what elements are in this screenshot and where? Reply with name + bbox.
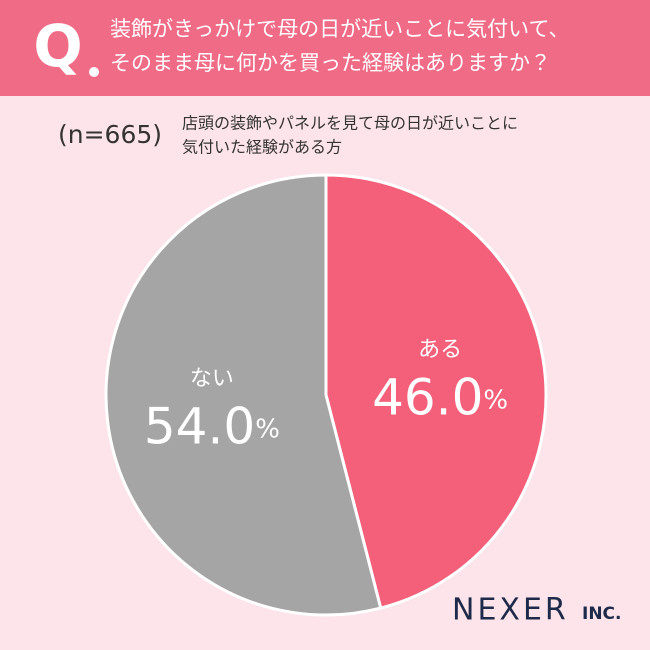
pie-slice bbox=[324, 173, 548, 610]
value-label: 46.0% bbox=[372, 368, 508, 426]
header-band bbox=[0, 0, 650, 96]
question-line: そのまま母に何かを買った経験はありますか？ bbox=[110, 51, 551, 75]
subtitle-line: 店頭の装飾やパネルを見て母の日が近いことに bbox=[182, 114, 518, 133]
subtitle-line: 気付いた経験がある方 bbox=[182, 138, 342, 157]
category-label: ある bbox=[418, 338, 462, 363]
value-unit: % bbox=[255, 414, 280, 444]
pie-slice bbox=[104, 173, 383, 617]
value-unit: % bbox=[483, 385, 508, 415]
sample-note: (n=665) bbox=[58, 120, 162, 149]
question-line: 装飾がきっかけで母の日が近いことに気付いて、 bbox=[110, 17, 569, 41]
logo-suffix: INC. bbox=[582, 604, 622, 624]
value-number: 54.0 bbox=[144, 397, 255, 455]
category-label: ない bbox=[190, 366, 234, 391]
value-label: 54.0% bbox=[144, 397, 280, 455]
q-dot bbox=[89, 67, 99, 77]
logo-name: NEXER bbox=[452, 593, 569, 628]
pie: ある 46.0% ない 54.0% bbox=[104, 173, 548, 617]
q-mark: Q bbox=[33, 12, 82, 80]
value-number: 46.0 bbox=[372, 368, 483, 426]
